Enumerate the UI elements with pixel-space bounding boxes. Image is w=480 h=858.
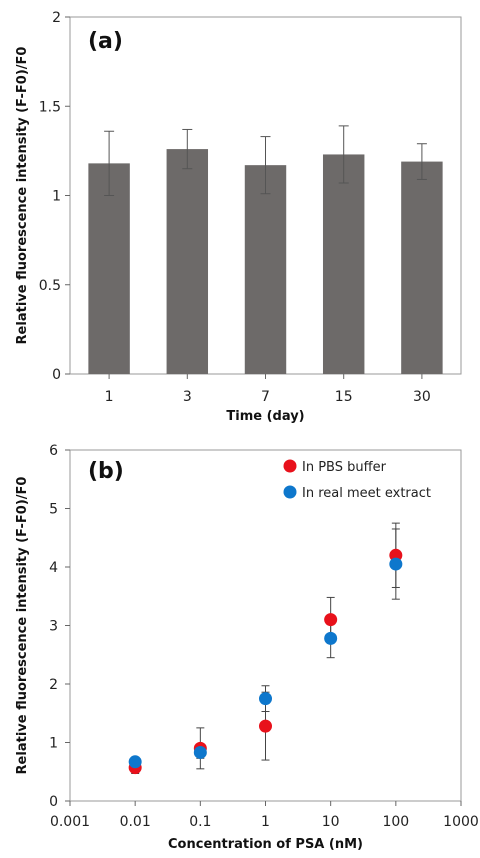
data-point: [259, 719, 272, 733]
y-tick-label: 1: [52, 189, 61, 205]
y-tick-label: 6: [49, 443, 58, 459]
x-tick-label: 15: [335, 389, 353, 405]
legend-label: In PBS buffer: [302, 460, 387, 475]
legend-marker: [283, 459, 297, 473]
y-axis-title: Relative fluorescence intensity (F-F0)/F…: [15, 47, 30, 345]
y-axis-title: Relative fluorescence intensity (F-F0)/F…: [15, 477, 30, 775]
y-tick-label: 2: [49, 677, 58, 693]
y-tick-label: 3: [49, 619, 58, 635]
data-point: [259, 692, 272, 706]
legend-label: In real meet extract: [302, 486, 431, 501]
y-tick-label: 0.5: [39, 278, 61, 294]
x-tick-label: 1: [261, 814, 270, 830]
bar: [88, 163, 130, 374]
y-tick-label: 5: [49, 502, 58, 518]
x-tick-label: 7: [261, 389, 270, 405]
data-point: [193, 745, 207, 759]
x-tick-label: 0.001: [50, 814, 90, 830]
y-tick-label: 1: [49, 736, 58, 752]
x-tick-label: 3: [183, 389, 192, 405]
panel-label: (b): [88, 459, 124, 484]
legend-marker: [283, 485, 297, 499]
bar: [244, 165, 287, 374]
x-tick-label: 30: [413, 389, 431, 405]
x-tick-label: 10: [322, 814, 340, 830]
y-tick-label: 4: [49, 560, 58, 576]
data-point: [324, 613, 338, 627]
x-tick-label: 1: [105, 389, 114, 405]
data-point: [324, 631, 338, 645]
chart-panel-b: 0.001 0.01 0.1 1 10 100 1000 0 1 2 3 4 5 6 In PBS buff…: [15, 443, 479, 852]
data-point: [389, 557, 403, 571]
y-tick-label: 0: [52, 367, 61, 383]
bar: [401, 161, 443, 374]
y-tick-label: 1.5: [39, 99, 61, 115]
x-axis-title: Time (day): [226, 409, 304, 424]
bar: [322, 154, 365, 374]
bar: [166, 149, 209, 374]
y-tick-label: 2: [52, 10, 61, 26]
y-tick-label: 0: [49, 794, 58, 810]
chart-panel-a: 1 3 7 15 30 0 0.5 1 1.5 2 Time (day) Relative fluor…: [15, 10, 462, 424]
data-point: [128, 755, 142, 769]
x-axis-title: Concentration of PSA (nM): [168, 837, 363, 852]
x-tick-label: 1000: [443, 814, 479, 830]
x-tick-label: 100: [382, 814, 409, 830]
panel-label: (a): [88, 29, 123, 54]
x-tick-label: 0.1: [189, 814, 211, 830]
x-tick-label: 0.01: [120, 814, 151, 830]
